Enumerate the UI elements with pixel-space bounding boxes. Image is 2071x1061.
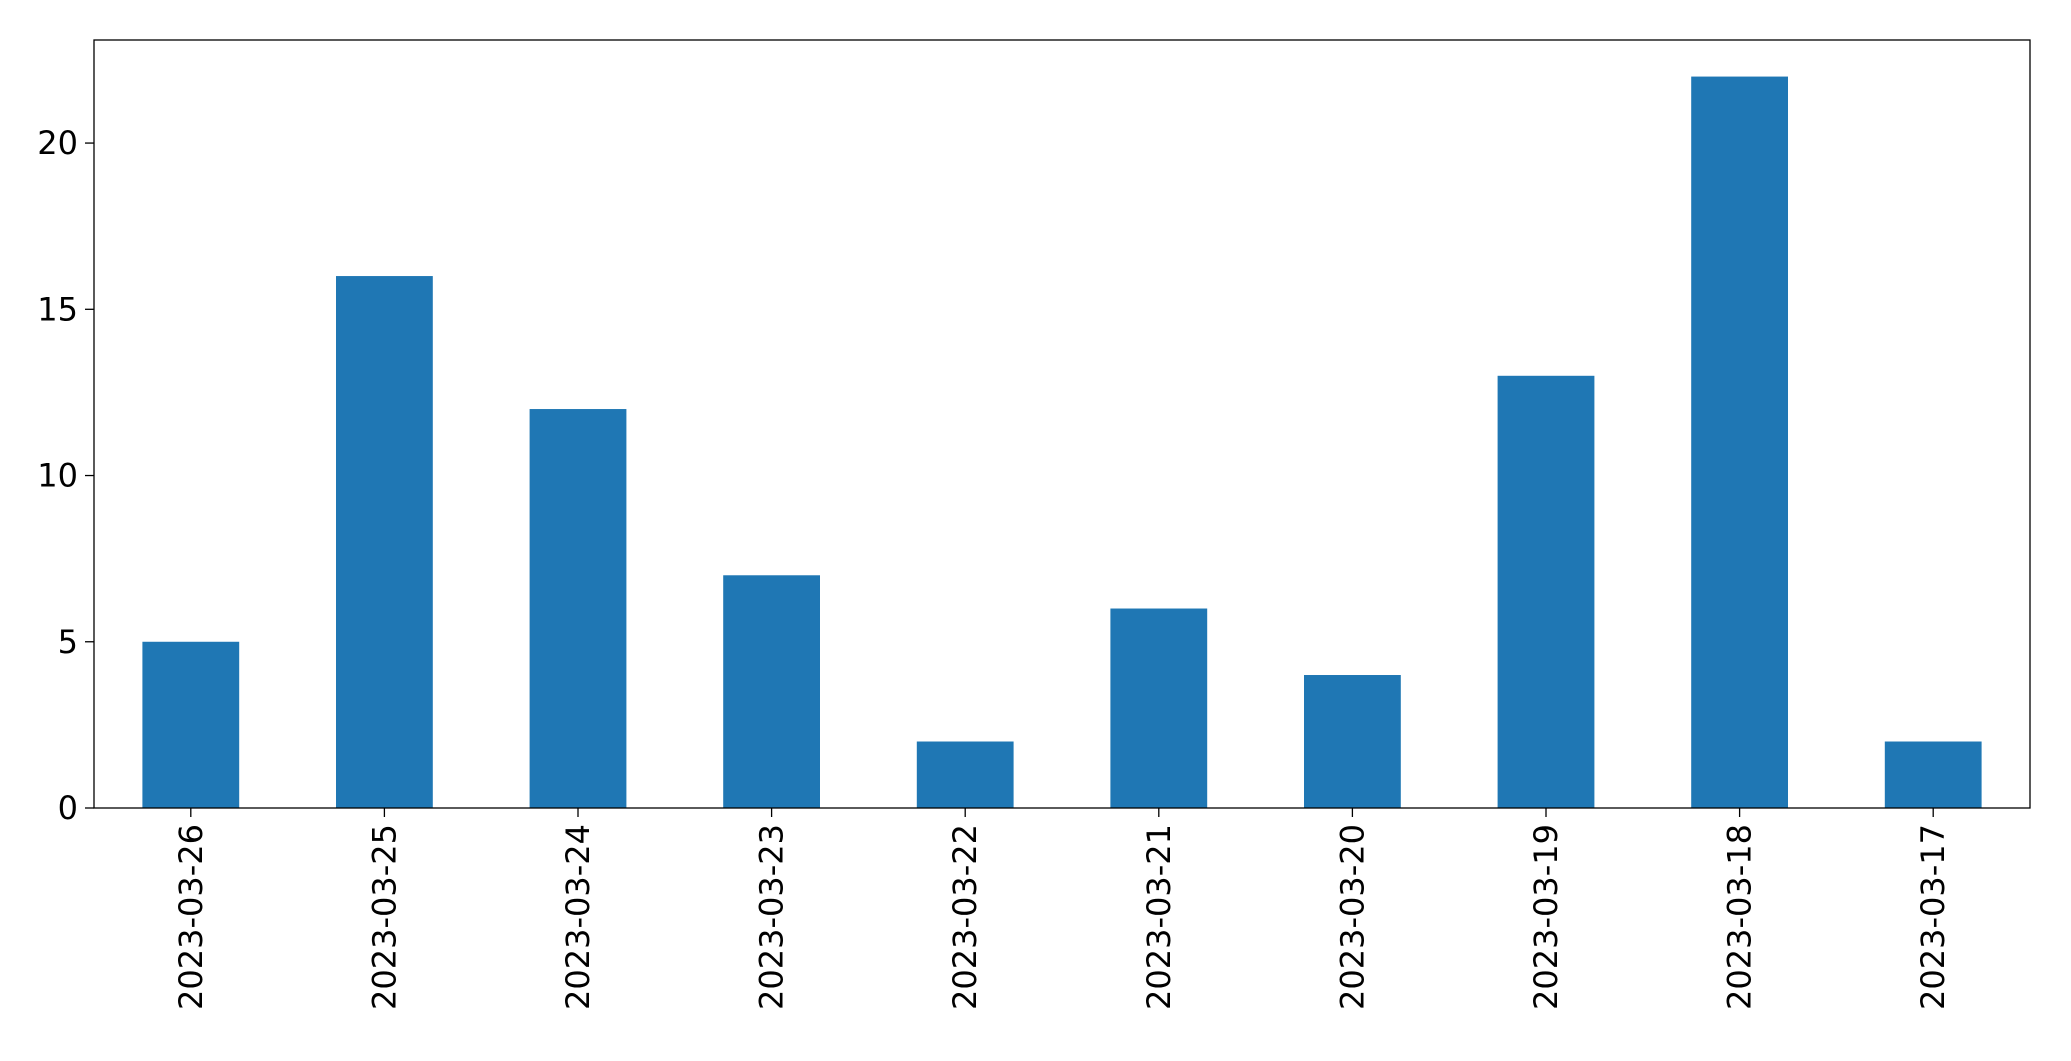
x-tick-label: 2023-03-21	[1140, 824, 1178, 1010]
x-tick-label: 2023-03-22	[946, 824, 984, 1010]
bar	[142, 641, 240, 808]
x-tick-label: 2023-03-19	[1527, 824, 1565, 1010]
y-tick-label: 5	[58, 623, 78, 661]
bar	[336, 276, 433, 808]
bar	[1304, 675, 1401, 808]
y-tick-label: 20	[37, 124, 78, 162]
x-tick-label: 2023-03-18	[1721, 824, 1759, 1010]
bar	[1497, 375, 1595, 808]
y-tick-label: 0	[58, 789, 78, 827]
bar	[1110, 608, 1208, 808]
x-tick-label: 2023-03-26	[172, 824, 210, 1010]
y-tick-label: 10	[37, 457, 78, 495]
bar	[1884, 741, 1982, 808]
bar	[916, 741, 1014, 808]
bar	[1691, 76, 1788, 809]
x-tick-label: 2023-03-24	[559, 824, 597, 1010]
bar	[529, 409, 627, 808]
y-tick-label: 15	[37, 290, 78, 328]
bar	[723, 575, 820, 808]
x-tick-label: 2023-03-17	[1914, 824, 1952, 1010]
plot-frame	[93, 39, 2031, 809]
x-tick-label: 2023-03-20	[1333, 824, 1371, 1010]
x-tick-label: 2023-03-23	[753, 824, 791, 1010]
x-tick-label: 2023-03-25	[365, 824, 403, 1010]
